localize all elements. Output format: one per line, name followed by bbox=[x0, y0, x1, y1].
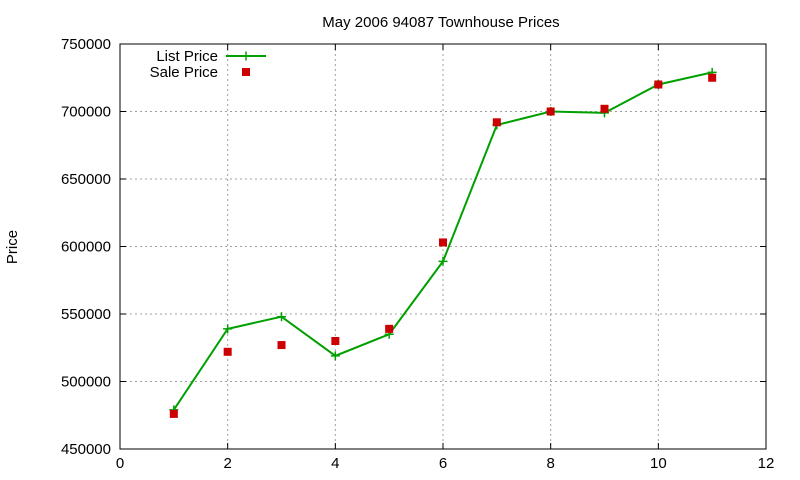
y-tick-label: 600000 bbox=[61, 239, 111, 256]
legend-marker-sample bbox=[241, 51, 251, 61]
sale-price-point bbox=[223, 347, 232, 356]
x-tick-label: 12 bbox=[758, 455, 775, 472]
x-tick-label: 0 bbox=[116, 455, 124, 472]
list-price-point bbox=[223, 324, 233, 334]
grid-lines bbox=[120, 44, 766, 449]
y-tick-label: 750000 bbox=[61, 36, 111, 53]
sale-price-point bbox=[600, 104, 609, 113]
axis-ticks: 0 2 4 6 8 10 12 450000 500000 550000 600000 650000 7… bbox=[61, 36, 774, 472]
sale-price-point bbox=[331, 337, 340, 345]
y-tick-label: 650000 bbox=[61, 171, 111, 188]
x-tick-label: 10 bbox=[650, 455, 667, 472]
y-tick-label: 450000 bbox=[61, 441, 111, 458]
sale-price-point bbox=[492, 118, 501, 127]
y-axis-label: Price bbox=[4, 230, 21, 264]
sale-price-point bbox=[654, 80, 663, 89]
sale-price-point bbox=[385, 324, 394, 333]
x-tick-label: 4 bbox=[331, 455, 339, 472]
data-series bbox=[169, 67, 717, 418]
sale-price-point bbox=[708, 73, 717, 82]
y-tick-label: 550000 bbox=[61, 306, 111, 323]
list-price-point bbox=[438, 256, 448, 266]
legend-label: List Price bbox=[156, 48, 218, 65]
legend-marker-sample bbox=[242, 68, 250, 76]
x-tick-label: 2 bbox=[223, 455, 231, 472]
sale-price-point bbox=[277, 341, 286, 350]
y-tick-label: 700000 bbox=[61, 104, 111, 121]
sale-price-point bbox=[439, 238, 447, 247]
y-tick-label: 500000 bbox=[61, 374, 111, 391]
sale-price-point bbox=[546, 107, 555, 116]
legend-label: Sale Price bbox=[150, 64, 218, 81]
x-tick-label: 6 bbox=[439, 455, 447, 472]
list-price-point bbox=[330, 351, 340, 361]
chart-title: May 2006 94087 Townhouse Prices bbox=[322, 14, 559, 31]
list-price-point bbox=[277, 312, 286, 322]
sale-price-point bbox=[169, 409, 178, 418]
x-tick-label: 8 bbox=[546, 455, 554, 472]
